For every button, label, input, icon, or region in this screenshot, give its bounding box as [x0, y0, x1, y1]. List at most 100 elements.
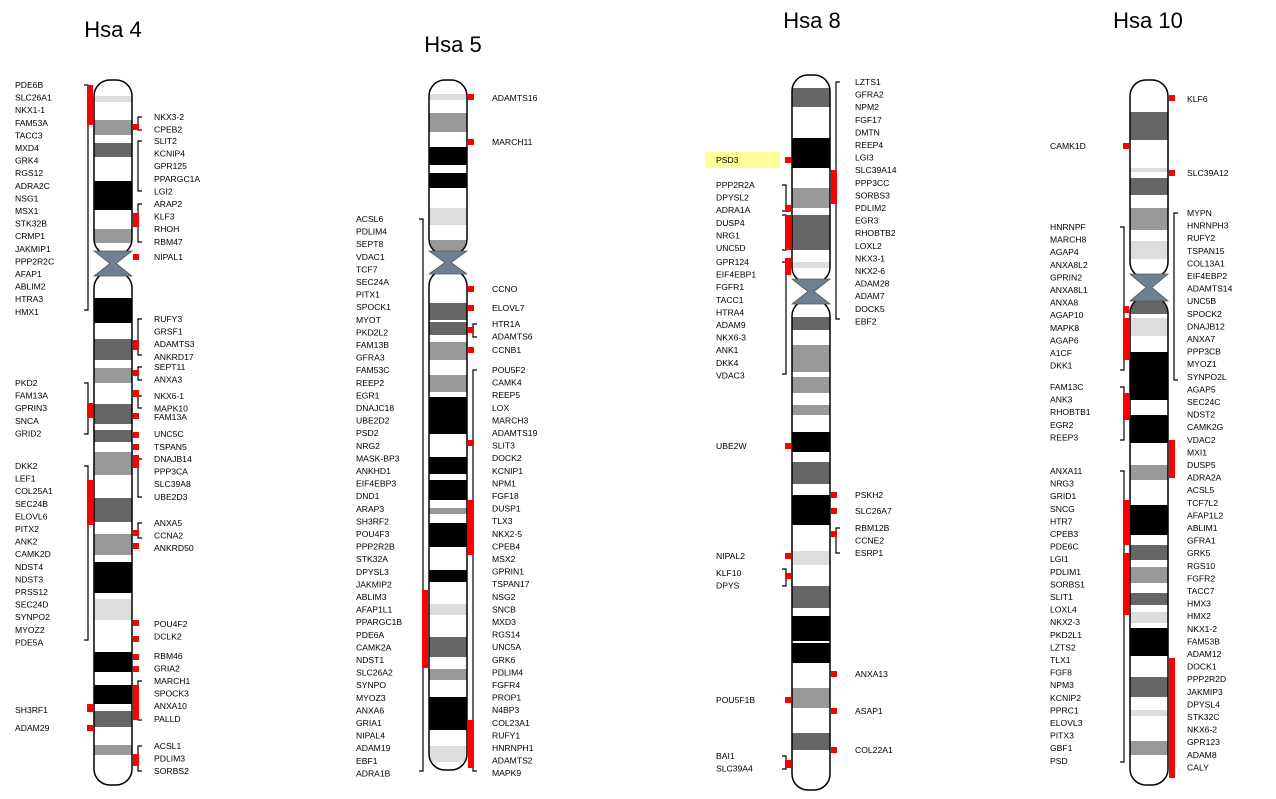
gene-label: PSD2	[356, 428, 379, 438]
gene-label: MYOZ3	[356, 693, 386, 703]
gene-label: SYNPO	[356, 680, 386, 690]
gene-label: GRK6	[492, 655, 516, 665]
chromosome-band	[429, 637, 467, 657]
gene-label: NSG1	[15, 193, 39, 203]
chromosome-band	[1130, 741, 1168, 755]
gene-label: PPARGC1B	[356, 617, 402, 627]
gene-marker	[468, 286, 474, 292]
gene-label: CCNA2	[154, 531, 183, 541]
gene-label: ADAMTS3	[154, 339, 195, 349]
chromosome-band	[429, 397, 467, 434]
chromosome-band	[429, 508, 467, 514]
gene-bracket	[137, 140, 142, 192]
gene-label: LZTS1	[855, 77, 881, 87]
gene-label: PITX1	[356, 290, 380, 300]
gene-label: PSD	[1050, 756, 1068, 766]
chromosome-band	[792, 432, 830, 452]
gene-label: FGFR2	[1187, 573, 1215, 583]
gene-label: NDST1	[356, 655, 384, 665]
gene-marker	[1123, 306, 1129, 313]
gene-marker	[468, 305, 474, 311]
gene-label: SEC24C	[1187, 397, 1220, 407]
chromosome-band	[792, 317, 830, 330]
gene-label: AGAP6	[1050, 335, 1079, 345]
gene-label: DUSP4	[716, 218, 745, 228]
gene-marker	[785, 157, 791, 163]
gene-label: PKD2L2	[356, 327, 388, 337]
gene-label: POU5F1B	[716, 695, 755, 705]
gene-label: COL25A1	[15, 486, 53, 496]
gene-label: FAM13A	[15, 391, 48, 401]
chromosome-bands	[429, 94, 467, 762]
gene-marker	[1169, 440, 1175, 478]
gene-label: RGS14	[492, 630, 520, 640]
chromosome-band	[792, 495, 830, 525]
chromosome-band	[429, 113, 467, 132]
gene-label: RBM47	[154, 237, 183, 247]
gene-label: JAKMIP2	[356, 579, 392, 589]
gene-label: EIF4EBP1	[716, 270, 756, 280]
gene-label: FGF17	[855, 115, 882, 125]
gene-label: CALY	[1187, 762, 1209, 772]
gene-marker	[831, 531, 837, 537]
gene-label: AFAP1L1	[356, 605, 393, 615]
gene-marker	[87, 704, 93, 712]
gene-label: MAPK10	[154, 404, 188, 414]
gene-marker	[785, 573, 791, 579]
gene-marker	[1123, 143, 1129, 149]
gene-marker	[785, 205, 791, 212]
gene-label: SNCA	[15, 416, 39, 426]
gene-label: GPRIN2	[1050, 272, 1082, 282]
chromosome-band	[792, 138, 830, 168]
gene-marker	[133, 413, 139, 419]
gene-label: PPARGC1A	[154, 174, 200, 184]
gene-label: HNRNPH3	[1187, 221, 1229, 231]
chromosome-band	[1130, 710, 1168, 716]
chromosome-band	[94, 143, 132, 157]
gene-marker	[468, 720, 474, 768]
chromosome-band	[1130, 318, 1168, 336]
chromosome-band	[792, 405, 830, 415]
chromosome-band	[429, 322, 467, 335]
gene-label: ACSL5	[1187, 485, 1214, 495]
gene-bracket	[137, 458, 142, 498]
chromosome-band	[1130, 208, 1168, 230]
gene-label: RGS12	[15, 168, 43, 178]
chromosome-band	[429, 342, 467, 360]
gene-label: KCNIP4	[154, 149, 185, 159]
gene-label: NKX6-2	[1187, 725, 1217, 735]
gene-label: ANKRD50	[154, 543, 194, 553]
gene-marker	[1123, 553, 1129, 615]
gene-label: PKD2	[15, 378, 38, 388]
gene-label: NKX1-2	[1187, 624, 1217, 634]
gene-marker	[468, 139, 474, 145]
gene-label: ADAM19	[356, 743, 391, 753]
gene-label: FAM53A	[15, 118, 48, 128]
gene-bracket	[84, 84, 89, 311]
chromosome-group-hsa10: Hsa 10 CAMK1D HNRNPF MARCH8 AGAP4 ANXA8L2 GPRI…	[1050, 8, 1233, 786]
gene-highlight	[705, 152, 780, 168]
gene-label: ANKRD17	[154, 352, 194, 362]
gene-label: CPEB2	[154, 125, 182, 135]
gene-label: STK32A	[356, 554, 388, 564]
gene-label: AGAP5	[1187, 384, 1216, 394]
gene-label: TACC3	[15, 130, 43, 140]
gene-label: ABLIM2	[15, 282, 46, 292]
gene-label: LGI2	[154, 186, 173, 196]
gene-label: ADRA2A	[1187, 473, 1222, 483]
gene-marker	[785, 760, 791, 768]
gene-marker	[831, 747, 837, 753]
centromere	[427, 250, 469, 275]
gene-label: LGI3	[855, 153, 874, 163]
gene-label: ANXA11	[1050, 466, 1083, 476]
gene-label: FAM13B	[356, 340, 389, 350]
chromosome-band	[94, 120, 132, 135]
chromosome-p-arm	[428, 79, 468, 256]
gene-label: LEF1	[15, 474, 36, 484]
chromosome-band	[792, 188, 830, 208]
gene-label: MARCH8	[1050, 235, 1087, 245]
gene-label: SLIT1	[1050, 592, 1073, 602]
gene-label: DUSP1	[492, 504, 521, 514]
chromosome-band	[94, 711, 132, 727]
gene-label: HNRNPF	[1050, 222, 1086, 232]
